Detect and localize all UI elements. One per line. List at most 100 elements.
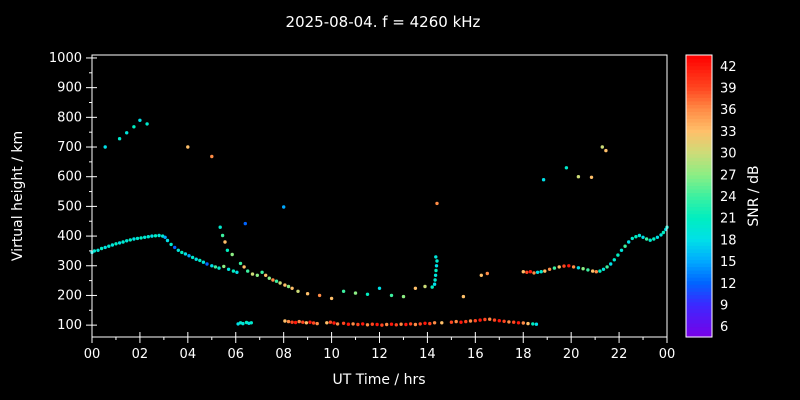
y-tick-label: 700: [57, 140, 82, 155]
colorbar-band: [686, 100, 712, 105]
colorbar-band: [686, 65, 712, 70]
data-point: [531, 322, 535, 326]
data-point: [335, 322, 340, 326]
data-point: [449, 320, 454, 324]
colorbar-band: [686, 217, 712, 222]
data-point: [609, 262, 613, 266]
data-point: [238, 261, 243, 266]
data-point: [616, 253, 620, 257]
colorbar-band: [686, 213, 712, 218]
data-point: [146, 235, 150, 239]
data-point: [623, 244, 627, 248]
colorbar-tick-label: 12: [720, 277, 737, 292]
data-point: [432, 321, 437, 325]
data-point: [99, 246, 104, 251]
colorbar-band: [686, 160, 712, 165]
data-point: [297, 319, 301, 324]
data-point: [260, 270, 264, 274]
colorbar-band: [686, 114, 712, 120]
colorbar-band: [686, 262, 712, 268]
x-tick-label: 08: [275, 347, 292, 362]
data-point: [435, 201, 439, 206]
x-tick-label: 10: [323, 347, 340, 362]
data-point: [591, 269, 595, 273]
data-point: [507, 320, 511, 324]
x-axis-label: UT Time / hrs: [332, 372, 425, 388]
colorbar-band: [686, 227, 712, 232]
colorbar-band: [686, 111, 712, 116]
data-point: [600, 145, 604, 149]
colorbar-band: [686, 86, 712, 91]
y-tick-label: 1000: [49, 51, 82, 66]
colorbar-band: [686, 231, 712, 236]
colorbar-band: [686, 188, 712, 194]
data-point: [290, 286, 294, 290]
colorbar-band: [686, 333, 712, 338]
data-point: [278, 281, 282, 285]
colorbar-band: [686, 90, 712, 95]
colorbar-band: [686, 305, 712, 310]
data-point: [454, 319, 458, 324]
data-point: [535, 270, 540, 274]
data-point: [528, 270, 533, 274]
data-point: [612, 258, 616, 262]
colorbar-band: [686, 224, 712, 229]
data-point: [423, 321, 427, 325]
data-point: [308, 320, 312, 324]
colorbar-band: [686, 69, 712, 74]
data-point: [223, 240, 227, 244]
colorbar-border: [685, 54, 713, 338]
colorbar-band: [686, 220, 712, 225]
data-point: [576, 175, 581, 179]
data-point: [246, 269, 250, 273]
colorbar-band: [686, 150, 712, 155]
colorbar-band: [686, 273, 712, 278]
colorbar-tick-labels: 6 9 12 15 18 21 24 27 30 33 36 39 42: [720, 60, 737, 335]
data-point: [571, 265, 576, 269]
data-point: [539, 270, 543, 274]
data-point: [213, 265, 218, 269]
colorbar-band: [686, 238, 712, 243]
data-point: [389, 293, 394, 298]
data-point: [210, 154, 214, 159]
colorbar-tick-label: 42: [720, 60, 737, 75]
data-point: [243, 221, 247, 226]
colorbar-band: [686, 326, 712, 331]
x-tick-label: 00: [84, 347, 101, 362]
colorbar-band: [686, 136, 712, 141]
data-point: [461, 294, 466, 299]
colorbar-band: [686, 132, 712, 137]
colorbar-tick-label: 15: [720, 255, 737, 270]
data-point: [619, 248, 624, 252]
data-point: [187, 254, 191, 258]
data-point: [605, 265, 609, 269]
data-point: [117, 241, 122, 245]
data-point: [241, 321, 245, 326]
colorbar-band: [686, 58, 712, 63]
colorbar-band: [686, 241, 712, 246]
data-point: [114, 242, 118, 246]
data-point: [242, 265, 246, 269]
data-point: [286, 319, 291, 324]
colorbar-band: [686, 153, 712, 158]
data-point: [502, 319, 506, 323]
data-point: [145, 122, 149, 126]
data-point: [135, 236, 140, 241]
data-point: [332, 321, 336, 325]
colorbar-tick-label: 18: [720, 233, 737, 248]
data-point: [581, 267, 585, 271]
data-point: [661, 230, 666, 235]
data-point: [473, 319, 477, 323]
data-point: [194, 257, 198, 261]
x-tick-label: 16: [467, 347, 484, 362]
y-tick-label: 400: [57, 229, 82, 244]
data-point: [630, 236, 634, 241]
data-point: [353, 291, 358, 295]
colorbar-band: [686, 312, 712, 317]
data-point: [183, 252, 188, 256]
data-point: [230, 252, 234, 257]
data-point: [562, 264, 566, 268]
data-point: [286, 284, 291, 289]
